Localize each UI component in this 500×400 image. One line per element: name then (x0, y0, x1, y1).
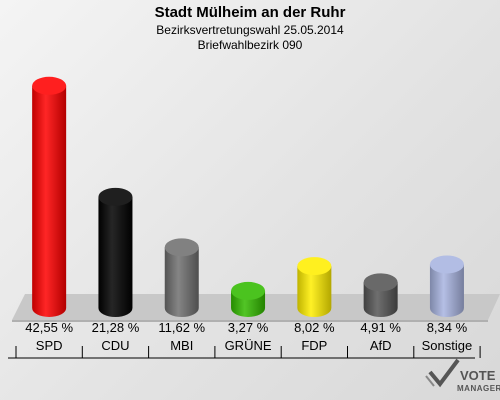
chart-floor-front (12, 320, 488, 322)
value-label: 42,55 % (25, 320, 73, 335)
bar-grüne (231, 281, 266, 317)
value-label: 8,34 % (427, 320, 468, 335)
category-label: SPD (36, 338, 63, 353)
category-label: CDU (101, 338, 129, 353)
check-icon (425, 358, 460, 388)
category-label: FDP (301, 338, 327, 353)
value-label: 3,27 % (228, 320, 269, 335)
logo-line2: MANAGER (457, 384, 500, 393)
value-label: 11,62 % (158, 320, 205, 335)
chart-title: Stadt Mülheim an der Ruhr (155, 4, 346, 21)
vote-manager-logo: VOTE MANAGER (425, 358, 500, 393)
chart-subtitle: Bezirksvertretungswahl 25.05.2014 (156, 23, 344, 37)
category-label: GRÜNE (225, 338, 272, 353)
bar-sonstige (429, 255, 464, 317)
bar-cdu (98, 187, 133, 317)
value-label: 21,28 % (92, 320, 140, 335)
bar-fdp (297, 257, 332, 317)
category-label: Sonstige (422, 338, 473, 353)
value-label: 4,91 % (360, 320, 401, 335)
value-label: 8,02 % (294, 320, 335, 335)
category-label: MBI (170, 338, 193, 353)
bar-spd (32, 76, 67, 317)
category-label: AfD (370, 338, 392, 353)
logo-line1: VOTE (460, 368, 496, 383)
chart-subtitle-district: Briefwahlbezirk 090 (198, 38, 303, 52)
bar-mbi (164, 238, 199, 317)
bar-afd (363, 273, 398, 317)
